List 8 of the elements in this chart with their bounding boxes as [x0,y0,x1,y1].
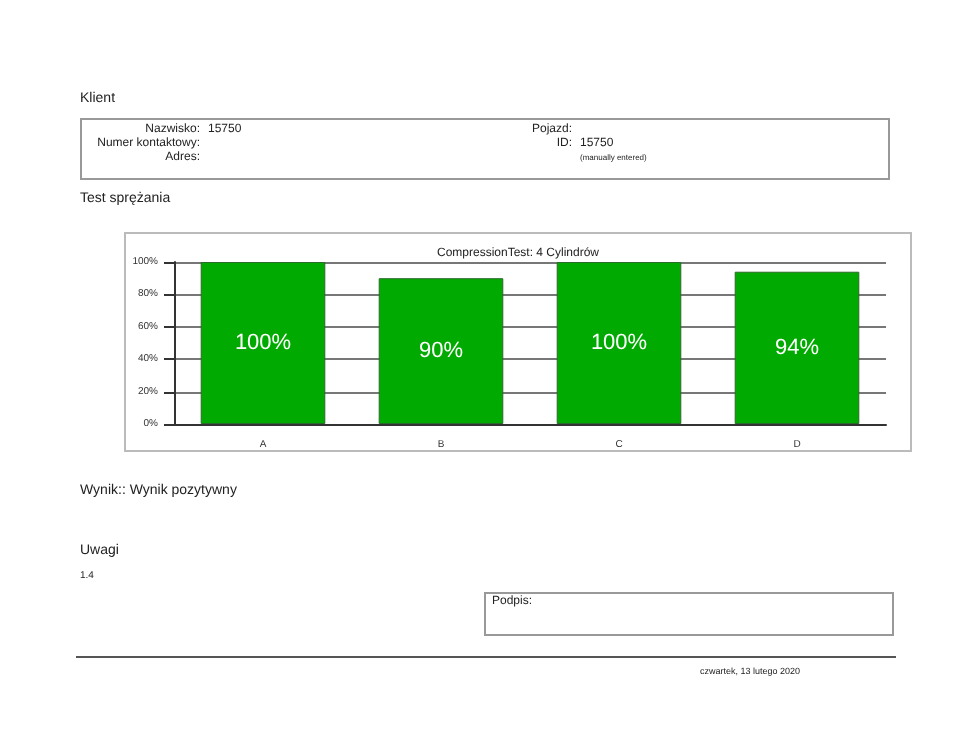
data-label: 90% [418,339,464,364]
bar [556,262,682,424]
bar [200,262,326,424]
data-label: 94% [774,335,820,360]
data-label: 100% [234,331,292,355]
bar [734,271,860,424]
data-label: 100% [590,331,648,355]
bar [378,278,504,424]
